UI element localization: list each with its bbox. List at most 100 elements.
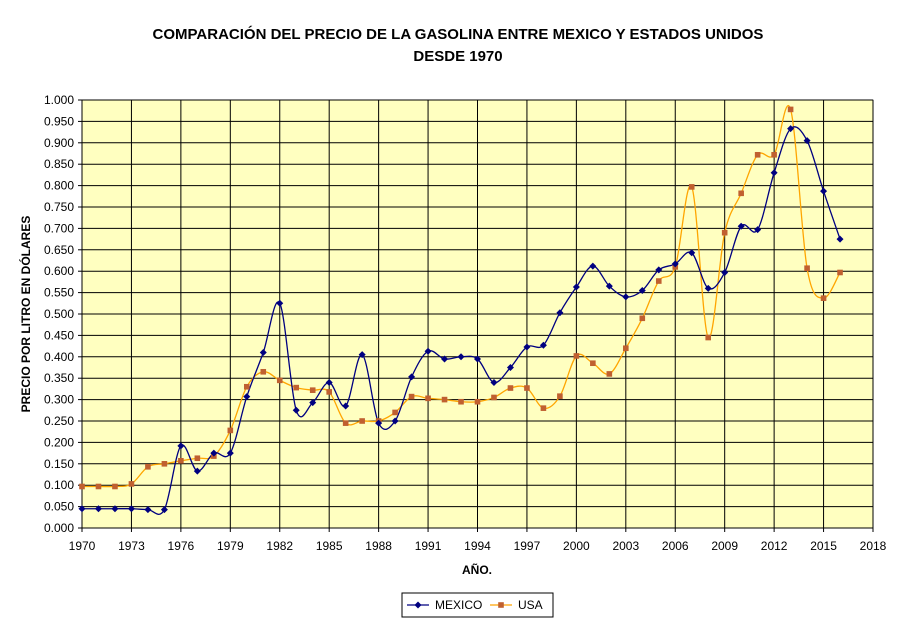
x-tick-label: 1973: [118, 539, 145, 553]
x-tick-label: 2015: [810, 539, 837, 553]
x-tick-label: 2018: [860, 539, 887, 553]
data-point-usa: [458, 398, 464, 405]
data-point-mexico: [391, 417, 399, 425]
data-point-usa: [540, 405, 547, 411]
y-tick-label: 0.650: [44, 243, 74, 257]
data-point-mexico: [276, 299, 284, 307]
data-point-usa: [754, 151, 761, 158]
data-point-mexico: [424, 347, 432, 355]
y-tick-label: 0.550: [44, 286, 74, 300]
data-point-mexico: [506, 364, 514, 371]
data-point-usa: [623, 345, 629, 352]
y-axis-ticks: 0.000 0.050 0.100 0.150 0.200 0.250 0.300 0.350…: [44, 93, 82, 535]
data-point-usa: [507, 385, 514, 391]
data-point-usa: [787, 106, 794, 113]
y-tick-label: 0.800: [44, 179, 74, 193]
data-point-mexico: [243, 393, 251, 401]
x-tick-label: 1985: [316, 539, 343, 553]
data-point-usa: [804, 265, 810, 272]
y-tick-label: 0.400: [44, 350, 74, 364]
y-tick-label: 0.450: [44, 328, 74, 342]
y-tick-label: 0.000: [44, 521, 74, 535]
y-axis-title: PRECIO POR LITRO EN DÓLARES: [18, 216, 33, 413]
data-point-usa: [524, 385, 530, 391]
x-axis-title: AÑO.: [462, 562, 492, 577]
data-point-mexico: [210, 449, 218, 457]
data-point-usa: [128, 481, 135, 487]
data-point-usa: [276, 377, 283, 384]
legend-box: [401, 592, 554, 618]
legend-label-mexico: MEXICO: [435, 598, 482, 612]
data-point-usa: [178, 458, 184, 464]
data-point-usa: [79, 483, 85, 490]
x-tick-label: 1970: [69, 539, 96, 553]
y-tick-label: 0.600: [44, 264, 74, 278]
data-point-usa: [227, 427, 234, 434]
y-tick-label: 0.050: [44, 500, 74, 514]
x-tick-label: 2000: [563, 539, 590, 553]
data-point-mexico: [127, 505, 135, 513]
x-tick-label: 1997: [514, 539, 541, 553]
data-point-usa: [95, 483, 102, 490]
grid-lines: [81, 99, 874, 529]
data-point-usa: [557, 393, 563, 399]
data-point-usa: [326, 389, 332, 395]
data-point-usa: [260, 368, 267, 375]
data-point-mexico: [638, 286, 646, 294]
data-point-mexico: [457, 353, 465, 361]
y-tick-label: 0.950: [44, 114, 74, 128]
chart-title-line1: COMPARACIÓN DEL PRECIO DE LA GASOLINA EN…: [153, 25, 764, 43]
data-point-mexico: [375, 419, 383, 427]
legend-marker-mexico: [414, 601, 422, 609]
data-point-mexico: [803, 137, 811, 145]
data-point-mexico: [226, 449, 234, 457]
data-point-usa: [738, 190, 744, 197]
x-tick-label: 1979: [217, 539, 244, 553]
data-point-usa: [161, 461, 168, 467]
y-tick-label: 0.700: [44, 221, 74, 235]
data-point-usa: [359, 418, 365, 424]
chart-title-line2: DESDE 1970: [413, 48, 502, 65]
data-point-mexico: [737, 222, 745, 230]
data-point-mexico: [622, 293, 630, 301]
legend-marker-usa: [498, 602, 504, 608]
data-point-mexico: [605, 282, 613, 290]
data-point-mexico: [539, 341, 547, 349]
data-point-mexico: [408, 373, 416, 381]
data-point-usa: [491, 394, 497, 401]
data-point-mexico: [160, 506, 168, 514]
data-point-usa: [293, 384, 300, 391]
data-point-mexico: [655, 266, 663, 274]
x-tick-label: 2003: [612, 539, 639, 553]
x-tick-label: 1994: [464, 539, 491, 553]
data-point-usa: [441, 396, 448, 403]
data-point-usa: [639, 315, 646, 322]
data-point-mexico: [474, 355, 481, 363]
data-point-mexico: [292, 406, 300, 414]
data-point-usa: [145, 463, 151, 470]
data-point-usa: [112, 483, 118, 490]
x-tick-label: 2009: [711, 539, 738, 553]
data-point-mexico: [441, 355, 449, 363]
data-point-mexico: [523, 343, 531, 351]
data-point-mexico: [589, 262, 597, 270]
legend-label-usa: USA: [518, 598, 543, 612]
y-tick-label: 0.150: [44, 457, 74, 471]
data-point-usa: [820, 295, 827, 301]
data-point-mexico: [770, 169, 778, 177]
data-point-usa: [243, 383, 250, 390]
data-point-mexico: [78, 505, 86, 513]
data-point-mexico: [556, 309, 564, 317]
data-point-usa: [606, 371, 613, 377]
x-tick-label: 1982: [266, 539, 293, 553]
data-point-mexico: [111, 505, 119, 513]
y-tick-label: 0.500: [44, 307, 74, 321]
data-point-usa: [771, 151, 777, 158]
data-point-mexico: [177, 442, 185, 450]
data-point-usa: [655, 278, 662, 284]
data-point-usa: [425, 395, 431, 402]
x-tick-label: 2012: [761, 539, 788, 553]
data-point-mexico: [820, 187, 828, 195]
data-point-mexico: [836, 235, 844, 243]
